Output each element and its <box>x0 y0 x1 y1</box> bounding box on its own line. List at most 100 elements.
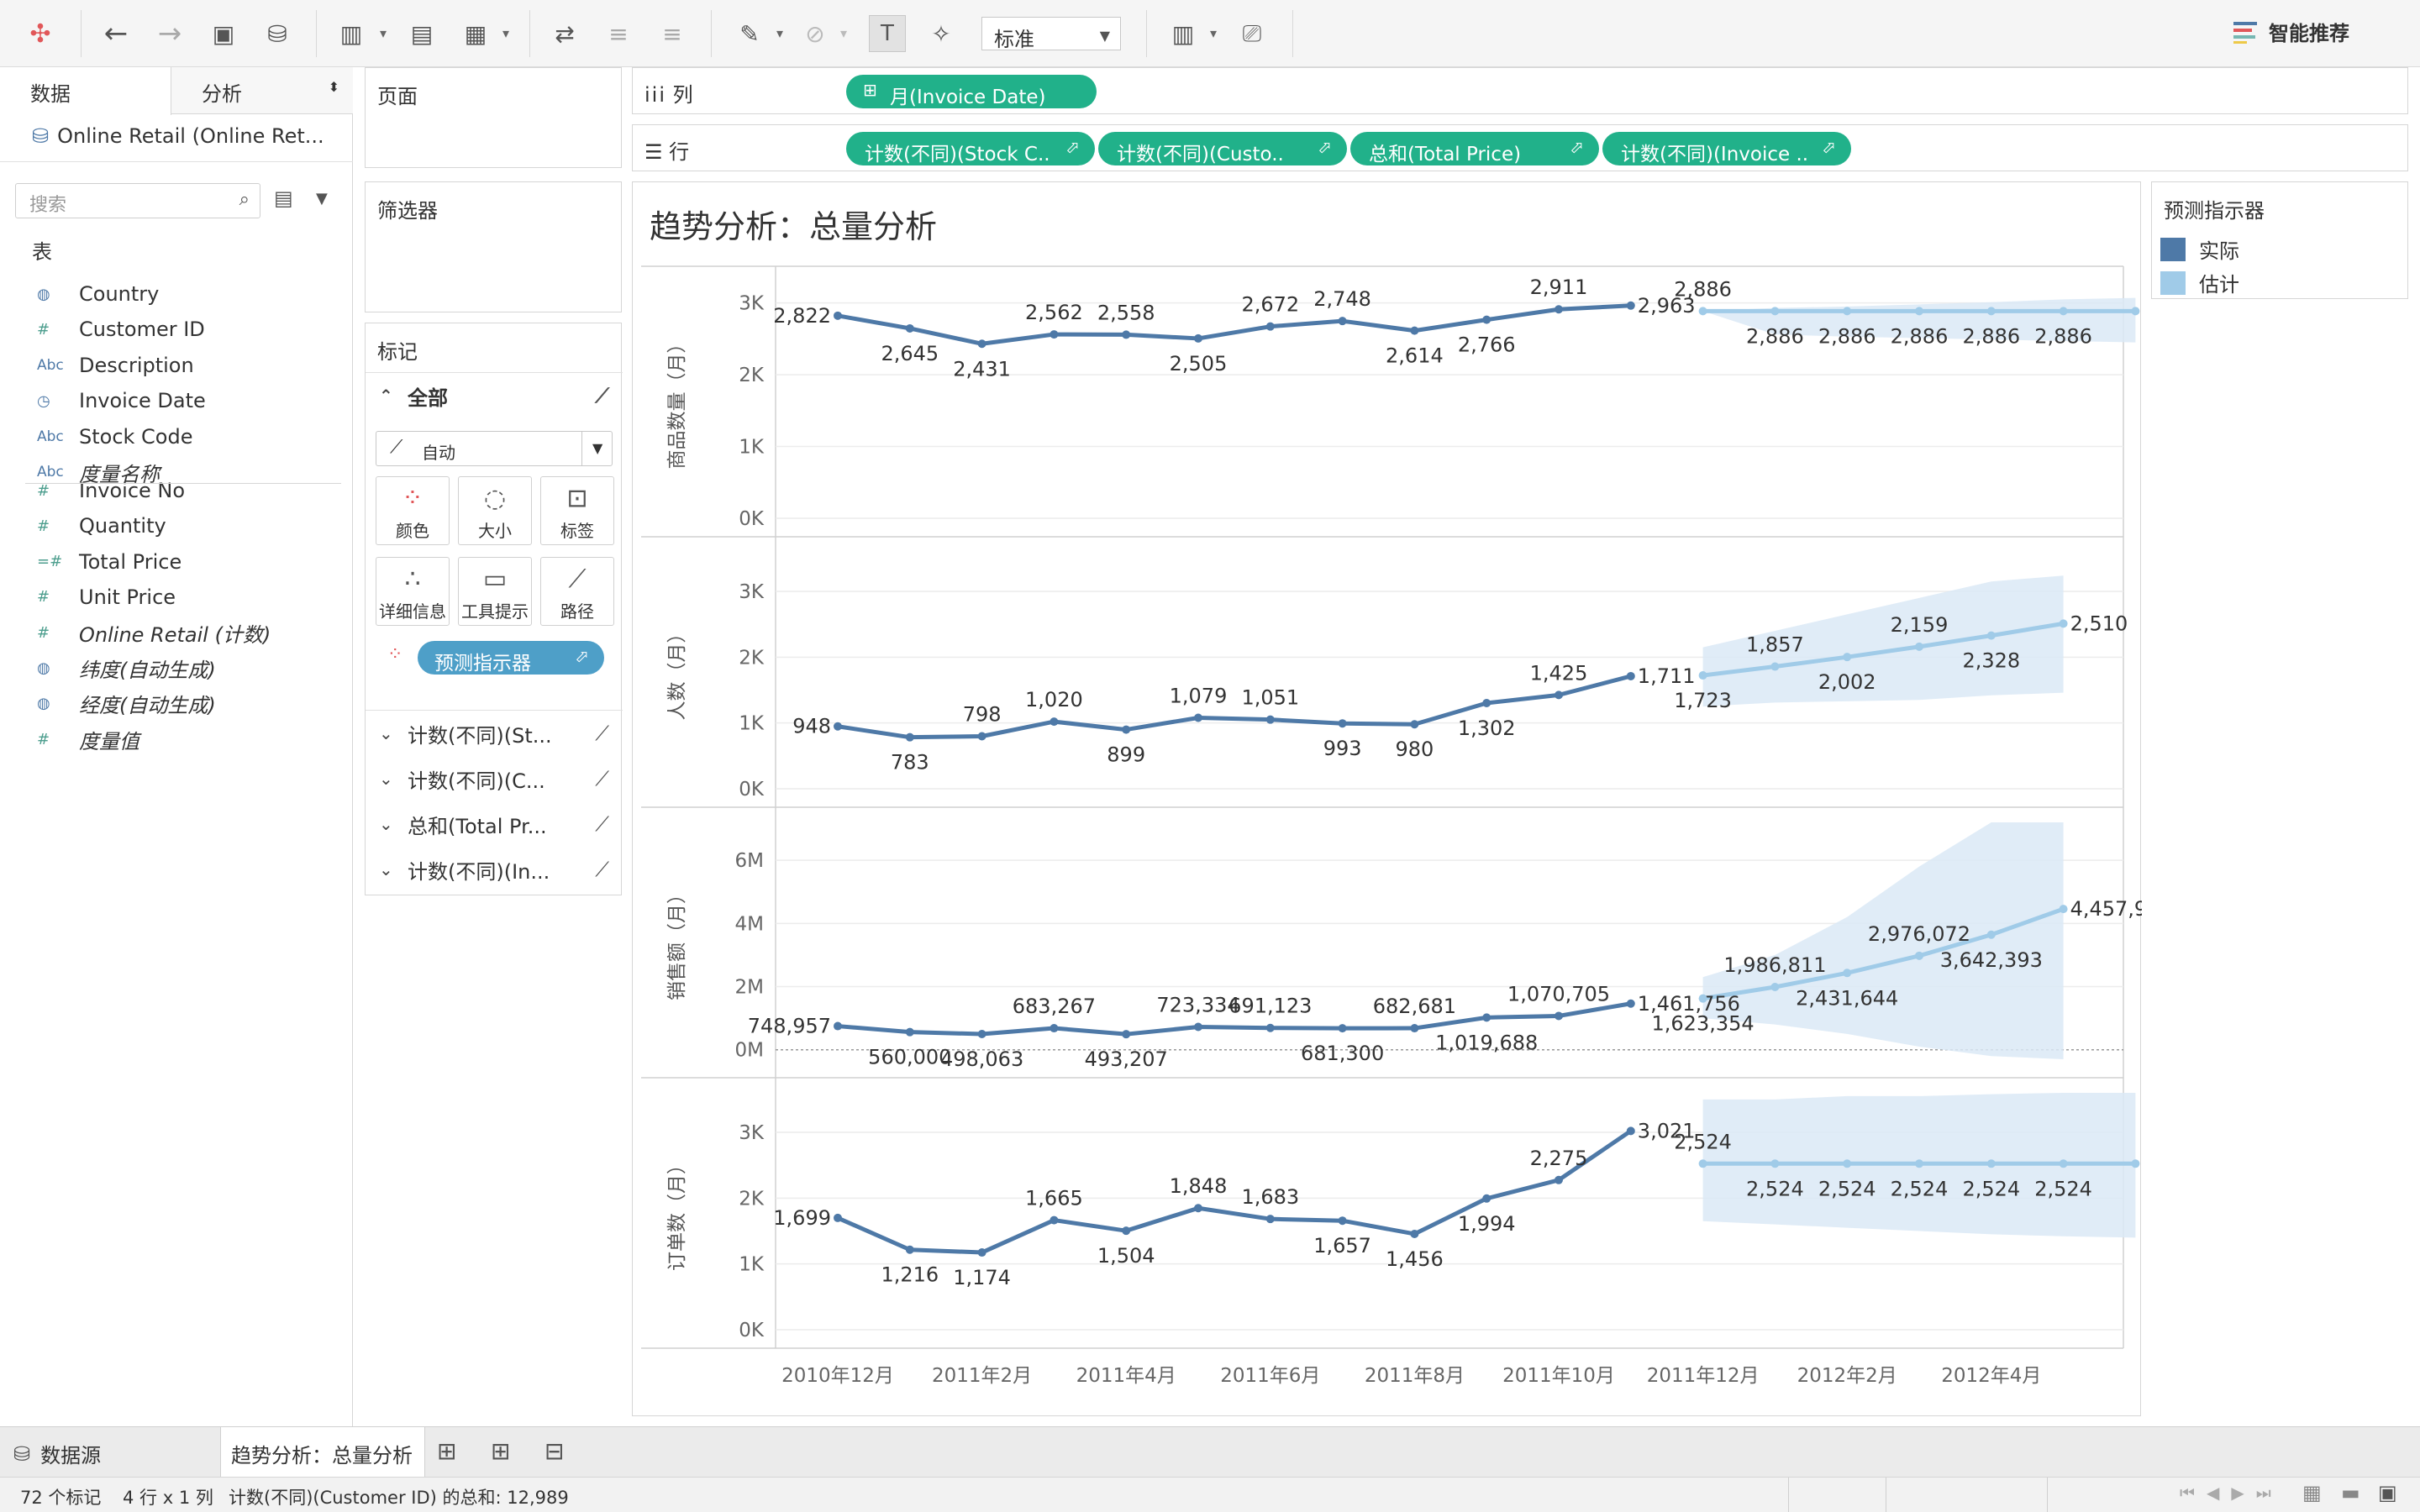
highlight-icon[interactable]: ✎ <box>739 19 760 48</box>
swap-icon[interactable]: ⇄ <box>555 19 575 48</box>
actual-data-label: 493,207 <box>1085 1047 1168 1071</box>
field-item[interactable]: # 度量值 <box>0 722 353 756</box>
presentation-icon[interactable]: ⎚ <box>1242 19 1262 47</box>
field-name: Quantity <box>79 514 166 538</box>
text-label-icon[interactable]: T <box>869 15 906 52</box>
measure-row[interactable]: ⌄ 计数(不同)(C... ⟋ <box>366 757 623 801</box>
actual-line <box>837 303 1631 346</box>
field-item[interactable]: # Online Retail (计数) <box>0 616 353 649</box>
fit-select[interactable]: 标准 ▼ <box>981 17 1121 51</box>
row-pill-stock-code[interactable]: 计数(不同)(Stock C.. ⬀ <box>846 132 1095 165</box>
field-item[interactable]: Abc 度量名称 <box>0 455 353 489</box>
datasource-item[interactable]: ⛁ Online Retail (Online Ret... <box>32 124 324 148</box>
logo-icon[interactable]: ✣ <box>29 18 51 49</box>
grid-view-icon[interactable]: ▦ <box>2302 1481 2322 1504</box>
field-item[interactable]: # Invoice No <box>0 474 353 507</box>
new-worksheet-icon[interactable]: ▥ <box>339 19 363 48</box>
view-list-icon[interactable]: ▤ <box>274 186 293 210</box>
columns-shelf[interactable]: iii 列 ⊞ 月(Invoice Date) <box>632 67 2408 114</box>
page-nav-icons[interactable]: ⏮◀▶⏭ <box>2180 1483 2283 1503</box>
y-tick-label: 1K <box>739 1254 765 1276</box>
field-item[interactable]: # Quantity <box>0 509 353 543</box>
field-item[interactable]: Abc Description <box>0 349 353 382</box>
pages-card[interactable]: 页面 <box>365 67 622 168</box>
legend-item-estimate[interactable]: 估计 <box>2160 268 2239 297</box>
y-tick-label: 0M <box>735 1040 764 1062</box>
estimate-line <box>1702 621 2065 678</box>
field-item[interactable]: ◍ 经度(自动生成) <box>0 687 353 721</box>
field-name: Unit Price <box>79 585 176 609</box>
undo-icon[interactable]: ← <box>103 17 129 50</box>
row-pill-invoice-no[interactable]: 计数(不同)(Invoice .. ⬀ <box>1602 132 1851 165</box>
mark-type-select[interactable]: ⟋ 自动 ▼ <box>376 431 613 466</box>
actual-point <box>977 732 986 741</box>
actual-data-label: 2,275 <box>1530 1147 1588 1170</box>
filmstrip-icon[interactable]: ▬ <box>2341 1481 2360 1504</box>
redo-icon[interactable]: → <box>157 17 182 50</box>
legend-item-actual[interactable]: 实际 <box>2160 234 2239 264</box>
row-pill-total-price[interactable]: 总和(Total Price) ⬀ <box>1350 132 1599 165</box>
new-story-icon[interactable]: ⊟ <box>544 1437 565 1465</box>
marks-all-row[interactable]: ⌃ 全部 ⟋ <box>366 374 623 417</box>
tooltip-button[interactable]: ▭ 工具提示 <box>458 557 532 626</box>
chevron-down-icon: ⌄ <box>379 859 393 879</box>
color-button[interactable]: ⁘ 颜色 <box>376 476 450 545</box>
measure-row[interactable]: ⌄ 计数(不同)(St... ⟋ <box>366 711 623 755</box>
field-item[interactable]: # Customer ID <box>0 312 353 346</box>
tab-view-icon[interactable]: ▣ <box>2378 1481 2397 1504</box>
field-item[interactable]: ◍ 纬度(自动生成) <box>0 652 353 685</box>
measure-row[interactable]: ⌄ 总和(Total Pr... ⟋ <box>366 802 623 846</box>
sort-desc-icon[interactable]: ≡ <box>662 19 682 48</box>
calc-hash-icon: =# <box>37 553 63 571</box>
actual-data-label: 1,699 <box>773 1206 831 1230</box>
actual-data-label: 1,504 <box>1097 1244 1155 1268</box>
actual-data-label: 681,300 <box>1301 1042 1384 1065</box>
new-dashboard-icon[interactable]: ⊞ <box>491 1437 511 1465</box>
smart-recommend-button[interactable]: 智能推荐 <box>2233 17 2349 46</box>
pin-icon[interactable]: ✧ <box>931 19 951 48</box>
field-item[interactable]: Abc Stock Code <box>0 420 353 454</box>
hash-icon: # <box>37 481 50 500</box>
field-item[interactable]: ◍ Country <box>0 277 353 311</box>
clear-icon[interactable]: ▦ <box>464 19 487 48</box>
field-item[interactable]: ◷ Invoice Date <box>0 384 353 417</box>
filters-card[interactable]: 筛选器 <box>365 181 622 312</box>
size-button[interactable]: ◌ 大小 <box>458 476 532 545</box>
measure-row[interactable]: ⌄ 计数(不同)(In... ⟋ <box>366 848 623 891</box>
rows-shelf[interactable]: ☰ 行 计数(不同)(Stock C.. ⬀ 计数(不同)(Custo.. ⬀ 总和… <box>632 124 2408 171</box>
detail-button[interactable]: ∴ 详细信息 <box>376 557 450 626</box>
estimate-point <box>1770 307 1780 316</box>
status-dims: 4 行 x 1 列 <box>123 1488 213 1508</box>
estimate-point <box>1770 983 1780 992</box>
label-button[interactable]: ⊡ 标签 <box>540 476 614 545</box>
line-mark-icon: ⟋ <box>595 858 609 881</box>
new-datasource-icon[interactable]: ⛁ <box>267 19 287 48</box>
viz-area[interactable]: 趋势分析：总量分析 0K 1K 2K 3K 商品数量（月） 2,822 2,645 2,431… <box>632 181 2142 1417</box>
tab-analysis[interactable]: 分析 ⬍ <box>171 67 353 114</box>
estimate-point <box>2131 1159 2140 1168</box>
sort-asc-icon[interactable]: ≡ <box>608 19 629 48</box>
path-button[interactable]: ⟋ 路径 <box>540 557 614 626</box>
actual-point <box>1050 1024 1059 1033</box>
duplicate-icon[interactable]: ▤ <box>410 19 434 48</box>
forecast-indicator-pill[interactable]: 预测指示器 ⬀ <box>418 641 604 675</box>
column-pill-invoice-date[interactable]: ⊞ 月(Invoice Date) <box>846 75 1097 108</box>
actual-point <box>834 1021 842 1031</box>
search-input[interactable]: 搜索 ⌕ <box>15 183 260 218</box>
forecast-legend[interactable]: 预测指示器 实际 估计 <box>2151 181 2408 299</box>
actual-point <box>1050 717 1059 727</box>
trend-chart[interactable]: 0K 1K 2K 3K 商品数量（月） 2,822 2,645 2,431 2,562 2,558… <box>633 182 2142 1417</box>
row-pill-customer-id[interactable]: 计数(不同)(Custo.. ⬀ <box>1098 132 1347 165</box>
save-icon[interactable]: ▣ <box>212 19 235 48</box>
show-me-icon[interactable]: ▥ <box>1171 19 1195 48</box>
new-worksheet-icon[interactable]: ⊞ <box>437 1437 457 1465</box>
chevron-down-icon[interactable]: ▼ <box>316 190 328 207</box>
field-item[interactable]: # Unit Price <box>0 580 353 614</box>
actual-data-label: 993 <box>1323 737 1362 760</box>
field-item[interactable]: =# Total Price <box>0 545 353 579</box>
field-name: Stock Code <box>79 424 193 449</box>
tab-data[interactable]: 数据 <box>0 67 171 115</box>
attach-icon[interactable]: ⊘ <box>805 19 825 48</box>
sheet-tab-active[interactable]: 趋势分析：总量分析 <box>220 1427 425 1478</box>
datasource-tab[interactable]: ⛁ 数据源 <box>13 1439 101 1468</box>
